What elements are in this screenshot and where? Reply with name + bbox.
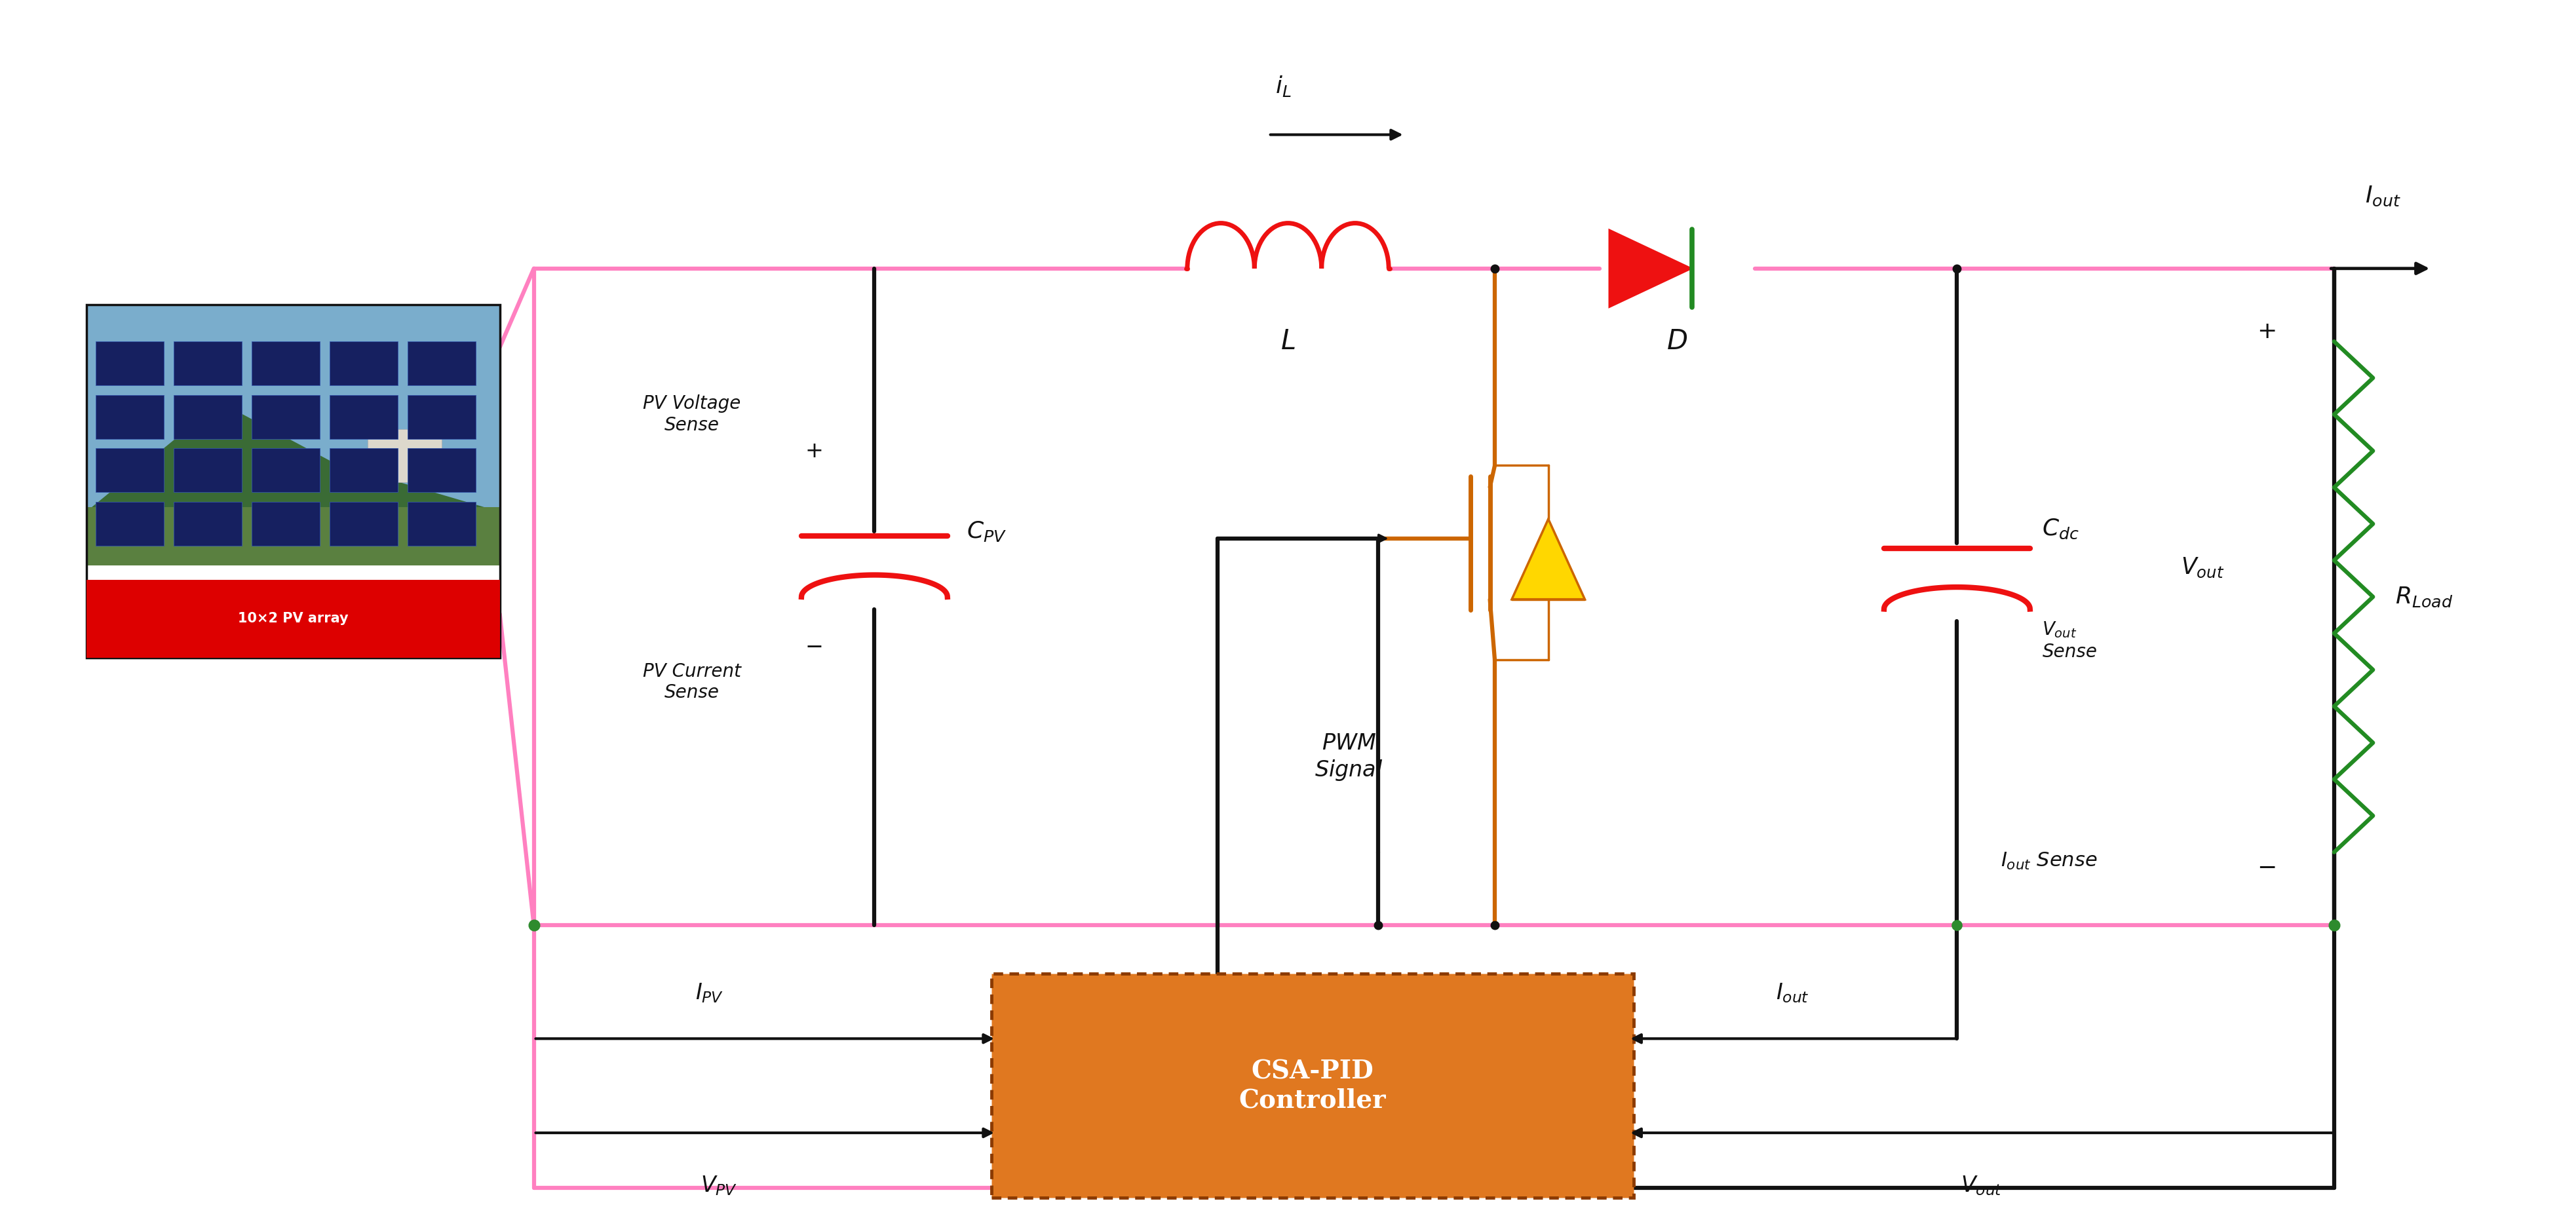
Bar [95,448,165,492]
Text: $R_{Load}$: $R_{Load}$ [2396,586,2452,609]
Bar [173,448,242,492]
Bar [330,395,397,438]
Text: 10×2 PV array: 10×2 PV array [237,613,348,625]
Text: $+$: $+$ [804,440,822,462]
Text: $-$: $-$ [804,635,822,657]
Text: $I_{out}$: $I_{out}$ [1775,982,1808,1005]
Bar [95,395,165,438]
Text: $PWM$
$Signal$: $PWM$ $Signal$ [1314,732,1383,782]
Text: PV Current
Sense: PV Current Sense [644,663,742,702]
Bar [173,502,242,546]
Bar [252,395,319,438]
Text: $C_{dc}$: $C_{dc}$ [2043,518,2079,541]
Text: $V_{out}$: $V_{out}$ [1960,1174,2002,1197]
Text: $-$: $-$ [2257,856,2275,878]
Bar [252,448,319,492]
Bar [85,304,500,565]
Text: CSA-PID
Controller: CSA-PID Controller [1239,1058,1386,1112]
Text: $+$: $+$ [2257,320,2275,342]
Polygon shape [1512,519,1584,599]
Bar [368,429,443,482]
Bar [407,448,477,492]
Text: PV Voltage
Sense: PV Voltage Sense [644,395,742,434]
Text: $i_L$: $i_L$ [1275,74,1291,99]
Text: $V_{PV}$: $V_{PV}$ [701,1174,737,1197]
Text: $I_{out}$: $I_{out}$ [2365,185,2401,207]
Text: $V_{out}$: $V_{out}$ [2182,557,2226,580]
Bar [407,395,477,438]
Text: $I_{PV}$: $I_{PV}$ [696,982,724,1005]
Bar [252,502,319,546]
Text: $I_{out}\ Sense$: $I_{out}\ Sense$ [2002,851,2097,872]
Bar [85,507,500,565]
Text: $V_{out}$
Sense: $V_{out}$ Sense [2043,620,2097,661]
Text: $D$: $D$ [1667,328,1687,356]
Bar [252,341,319,385]
Bar [95,502,165,546]
FancyBboxPatch shape [992,974,1633,1197]
Bar [85,580,500,658]
Bar [330,502,397,546]
Bar [407,341,477,385]
Polygon shape [85,402,500,512]
Bar [330,341,397,385]
Text: $L$: $L$ [1280,328,1296,356]
Bar [173,395,242,438]
Text: $C_{PV}$: $C_{PV}$ [966,519,1007,543]
Bar [330,448,397,492]
Bar [85,304,500,658]
Bar [95,341,165,385]
Polygon shape [1610,229,1692,307]
Bar [173,341,242,385]
Bar [407,502,477,546]
